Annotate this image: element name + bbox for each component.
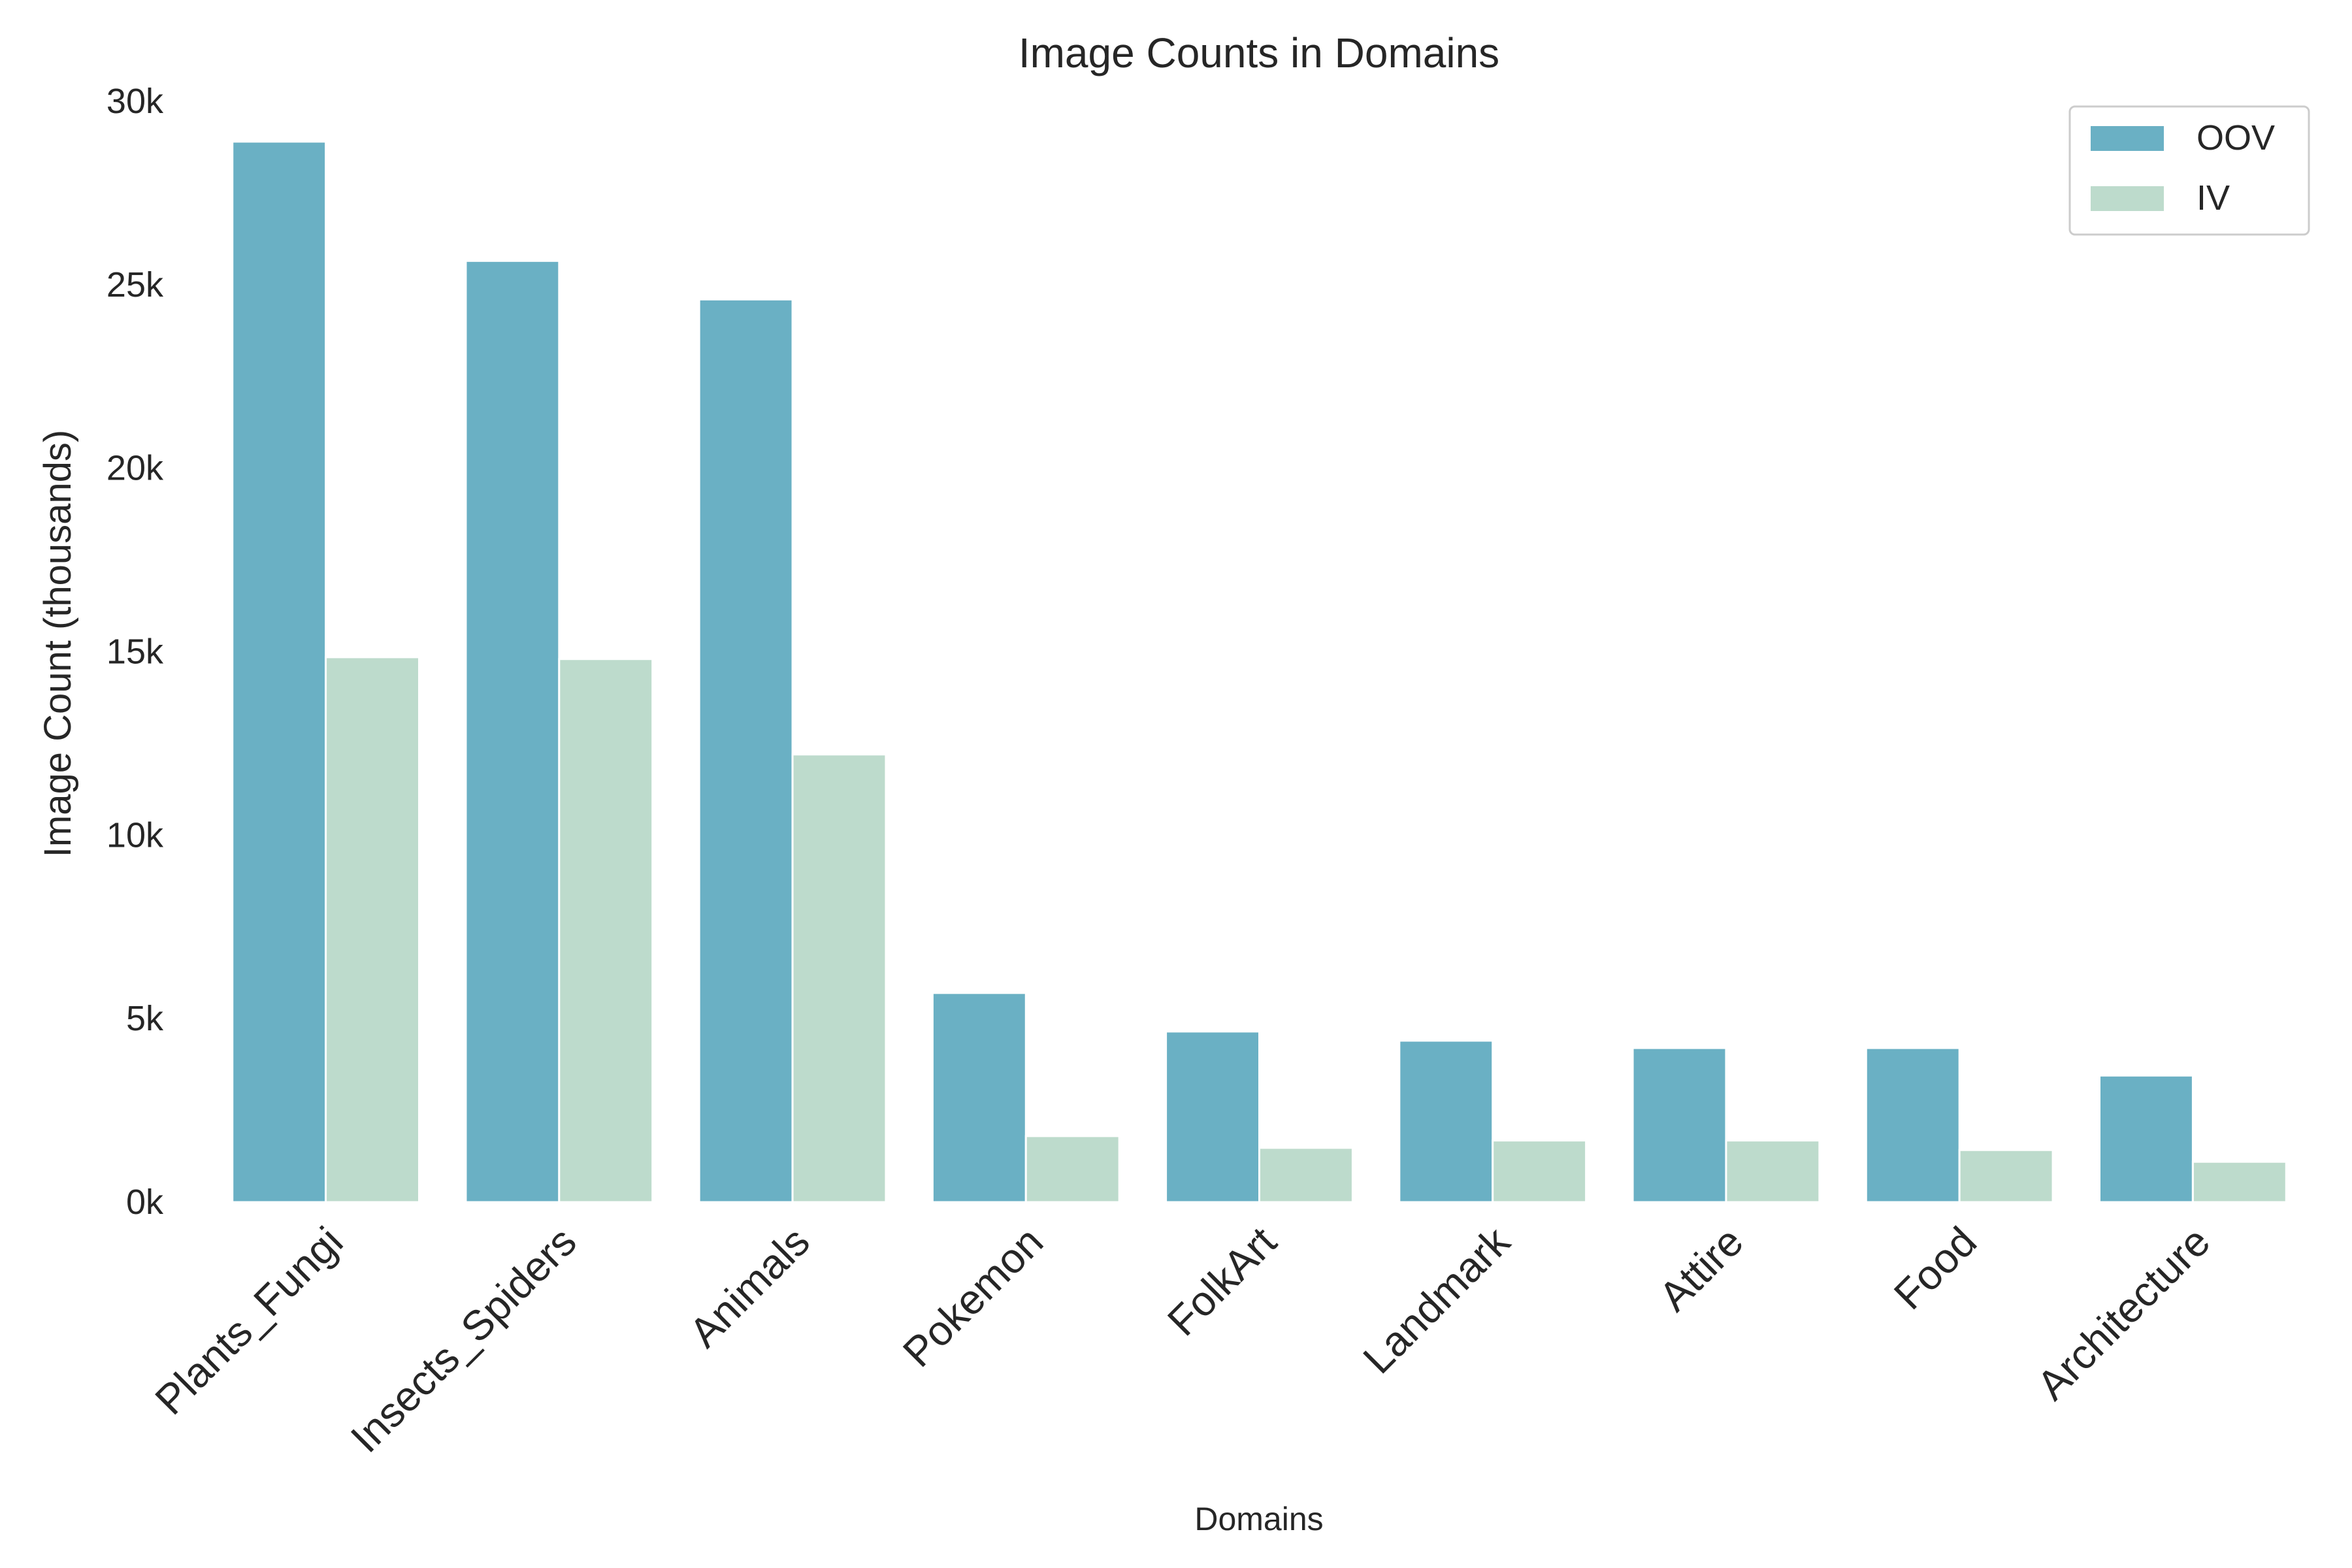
bar-iv-architecture <box>2191 1160 2287 1203</box>
bar-iv-plants-fungi <box>325 656 420 1203</box>
y-tick-label: 15k <box>106 632 164 672</box>
bar-iv-folkart <box>1258 1147 1354 1203</box>
y-tick-label: 30k <box>106 82 164 121</box>
bar-oov-architecture <box>2099 1074 2194 1203</box>
bars-layer <box>231 140 2287 1203</box>
y-tick-label: 10k <box>106 815 164 855</box>
x-tick-label: Animals <box>680 1218 819 1356</box>
legend: OOV IV <box>2068 105 2310 236</box>
x-axis-label: Domains <box>1194 1501 1323 1537</box>
bar-oov-insects-spiders <box>465 259 561 1203</box>
bar-oov-animals <box>698 298 794 1203</box>
x-tick-label: Landmark <box>1354 1217 1519 1382</box>
y-tick-label: 25k <box>106 265 164 304</box>
bar-oov-landmark <box>1398 1039 1494 1203</box>
legend-label-oov: OOV <box>2197 118 2275 157</box>
x-tick-label: Pokemon <box>894 1218 1052 1376</box>
y-axis-label: Image Count (thousands) <box>37 430 79 857</box>
legend-swatch-oov <box>2091 126 2164 151</box>
x-tick-label: Plants_Fungi <box>146 1218 351 1424</box>
bar-oov-pokemon <box>931 992 1027 1203</box>
legend-label-iv: IV <box>2197 178 2230 218</box>
chart-title: Image Counts in Domains <box>1019 29 1499 76</box>
x-tick-label: Insects_Spiders <box>342 1218 585 1462</box>
x-tick-label: Architecture <box>2028 1218 2219 1409</box>
bar-oov-folkart <box>1165 1030 1260 1203</box>
bar-iv-landmark <box>1492 1139 1588 1203</box>
y-tick-label: 0k <box>126 1183 164 1222</box>
x-tick-label: FolkArt <box>1158 1218 1285 1345</box>
y-tick-label: 5k <box>126 999 164 1038</box>
y-ticks: 0k 5k 10k 15k 20k 25k 30k <box>106 82 164 1222</box>
bar-iv-attire <box>1725 1139 1821 1203</box>
bar-iv-food <box>1958 1149 2054 1203</box>
legend-swatch-iv <box>2091 186 2164 211</box>
y-tick-label: 20k <box>106 449 164 488</box>
bar-iv-animals <box>791 753 887 1203</box>
bar-iv-insects-spiders <box>558 658 654 1203</box>
bar-oov-food <box>1865 1047 1961 1203</box>
bar-iv-pokemon <box>1024 1135 1120 1203</box>
x-tick-label: Food <box>1885 1218 1985 1318</box>
bar-oov-attire <box>1631 1047 1727 1203</box>
bar-oov-plants-fungi <box>231 140 327 1203</box>
x-tick-label: Attire <box>1650 1218 1752 1320</box>
